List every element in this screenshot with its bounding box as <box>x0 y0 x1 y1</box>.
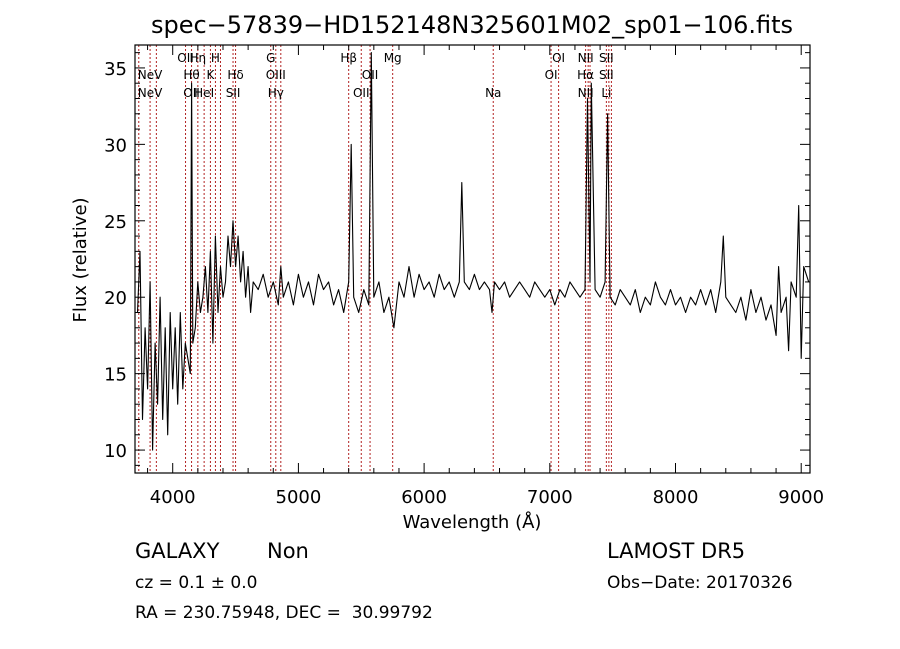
x-tick-label-6000: 6000 <box>401 487 447 508</box>
line-label-21-0: OI <box>552 51 565 65</box>
y-tick-label-15: 15 <box>104 365 127 386</box>
chart-title: spec−57839−HD152148N325601M02_sp01−106.f… <box>151 11 793 39</box>
line-label-13-0: OIII <box>266 68 286 82</box>
line-label-17-0: OII <box>362 68 379 82</box>
class-label: GALAXY <box>135 539 220 563</box>
x-tick-label-5000: 5000 <box>276 487 322 508</box>
x-tick-label-7000: 7000 <box>527 487 573 508</box>
line-label-4-0: Hθ <box>183 68 199 82</box>
line-label-20-0: OI <box>545 68 558 82</box>
y-tick-label-30: 30 <box>104 135 127 156</box>
cz-label: cz = 0.1 ± 0.0 <box>135 573 258 593</box>
y-axis: 10 15 20 25 30 35 <box>104 52 810 466</box>
x-axis-label: Wavelength (Å) <box>403 511 542 533</box>
line-label-22-0: NII <box>578 51 594 65</box>
line-label-19-0: Na <box>485 86 501 100</box>
line-label-6-0: HeI <box>194 86 214 100</box>
line-label-16-0: OII <box>353 86 370 100</box>
line-label-10-0: SII <box>226 86 241 100</box>
spectrum-series <box>136 52 810 451</box>
line-label-group: NeVNeVOIIHθOIIHηHeIKHSIIHδGOIIIHγHβOIIOI… <box>138 51 614 100</box>
line-label-12-0: G <box>266 51 275 65</box>
line-label-22-2: NII <box>578 86 594 100</box>
line-label-18-0: Mg <box>384 51 402 65</box>
line-label-15-0: Hβ <box>340 51 357 65</box>
line-label-3-0: OII <box>177 51 194 65</box>
radec-label: RA = 230.75948, DEC = 30.99792 <box>135 603 433 623</box>
y-axis-label: Flux (relative) <box>70 197 91 322</box>
line-label-25-2: Li <box>601 86 611 100</box>
x-tick-label-9000: 9000 <box>778 487 824 508</box>
spectrum-line <box>136 52 810 451</box>
y-tick-label-20: 20 <box>104 288 127 309</box>
line-label-13-1: Hγ <box>268 86 284 100</box>
line-label-5-0: Hη <box>190 51 207 65</box>
line-label-8-0: H <box>211 51 220 65</box>
line-label-25-1: SII <box>599 68 614 82</box>
line-label-25-0: SII <box>599 51 614 65</box>
y-tick-label-10: 10 <box>104 441 127 462</box>
line-label-22-1: Hα <box>577 68 594 82</box>
line-label-7-0: K <box>206 68 215 82</box>
line-label-11-0: Hδ <box>227 68 243 82</box>
survey-label: LAMOST DR5 <box>607 539 746 563</box>
y-tick-label-35: 35 <box>104 59 127 80</box>
y-tick-label-25: 25 <box>104 212 127 233</box>
x-tick-label-8000: 8000 <box>653 487 699 508</box>
x-axis: 4000 5000 6000 7000 8000 9000 <box>147 45 824 508</box>
line-marker-group <box>138 45 612 473</box>
x-tick-label-4000: 4000 <box>150 487 196 508</box>
subclass-label: Non <box>267 539 309 563</box>
line-label-1-1: NeV <box>138 86 163 100</box>
plot-frame <box>134 44 811 474</box>
line-label-1-0: NeV <box>138 68 163 82</box>
obs-date-label: Obs−Date: 20170326 <box>607 573 793 593</box>
